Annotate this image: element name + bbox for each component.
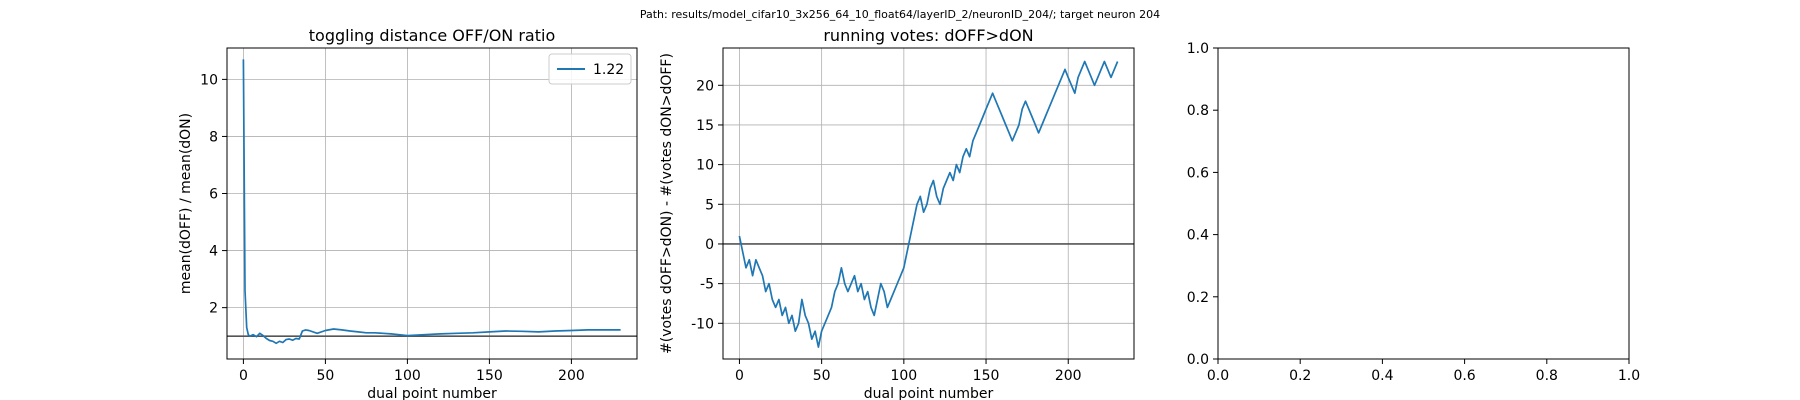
subplot-title: running votes: dOFF>dON (823, 26, 1033, 45)
subplot-title: toggling distance OFF/ON ratio (309, 26, 555, 45)
y-tick-label: 10 (696, 158, 714, 174)
y-tick-label: 5 (705, 197, 714, 213)
x-tick-label: 50 (316, 368, 334, 384)
y-tick-label: 1.0 (1187, 41, 1209, 57)
x-tick-label: 150 (476, 368, 503, 384)
x-tick-label: 0 (239, 368, 248, 384)
series-line-1 (738, 60, 1119, 348)
y-tick-label: -10 (691, 316, 714, 332)
subplot-3: 0.0 0.2 0.4 0.6 0.8 1.0 0.0 0.2 0.4 0.6 0.8 1.0 (1187, 41, 1640, 384)
y-tick-label: 0.6 (1187, 165, 1209, 181)
x-tick-label: 0 (735, 368, 744, 384)
axes-frame (226, 47, 638, 360)
x-axis-label: dual point number (367, 386, 497, 400)
y-tick-label: 6 (209, 187, 218, 203)
y-tick-label: 20 (696, 78, 714, 94)
y-tick-label: 4 (209, 244, 218, 260)
y-tick-label: 0.2 (1187, 290, 1209, 306)
y-axis-label: mean(dOFF) / mean(dON) (178, 113, 194, 294)
subplot-2: 0 50 100 150 200 -10 -5 0 5 10 15 20 running votes: … (659, 26, 1135, 400)
x-tick-label: 0.2 (1289, 368, 1311, 384)
subplot-1: 0 50 100 150 200 2 4 6 8 10 toggling distance OFF/… (178, 26, 638, 400)
axes-frame (1217, 47, 1630, 360)
x-tick-label: 0.0 (1207, 368, 1229, 384)
y-tick-label: 8 (209, 129, 218, 145)
y-tick-label: 0.8 (1187, 103, 1209, 119)
y-axis-label: #(votes dOFF>dON) - #(votes dON>dOFF) (659, 53, 675, 354)
x-tick-label: 100 (394, 368, 421, 384)
x-tick-label: 0.8 (1536, 368, 1558, 384)
legend-label: 1.22 (593, 62, 624, 78)
y-tick-label: -5 (700, 277, 714, 293)
x-tick-label: 1.0 (1618, 368, 1640, 384)
x-tick-label: 100 (890, 368, 917, 384)
axes-frame (722, 47, 1135, 360)
x-axis-label: dual point number (864, 386, 994, 400)
x-tick-label: 50 (813, 368, 831, 384)
y-tick-label: 2 (209, 301, 218, 317)
y-tick-label: 0.0 (1187, 352, 1209, 368)
figure-suptitle: Path: results/model_cifar10_3x256_64_10_… (639, 8, 1161, 21)
x-tick-label: 200 (558, 368, 585, 384)
y-tick-label: 0 (705, 237, 714, 253)
legend: 1.22 (548, 53, 632, 85)
x-tick-label: 0.6 (1453, 368, 1475, 384)
x-tick-label: 200 (1055, 368, 1082, 384)
y-tick-label: 15 (696, 118, 714, 134)
y-tick-label: 10 (200, 72, 218, 88)
x-tick-label: 0.4 (1371, 368, 1393, 384)
x-tick-label: 150 (973, 368, 1000, 384)
legend-box (548, 53, 632, 85)
series-line-1 (242, 59, 621, 345)
y-tick-label: 0.4 (1187, 228, 1209, 244)
